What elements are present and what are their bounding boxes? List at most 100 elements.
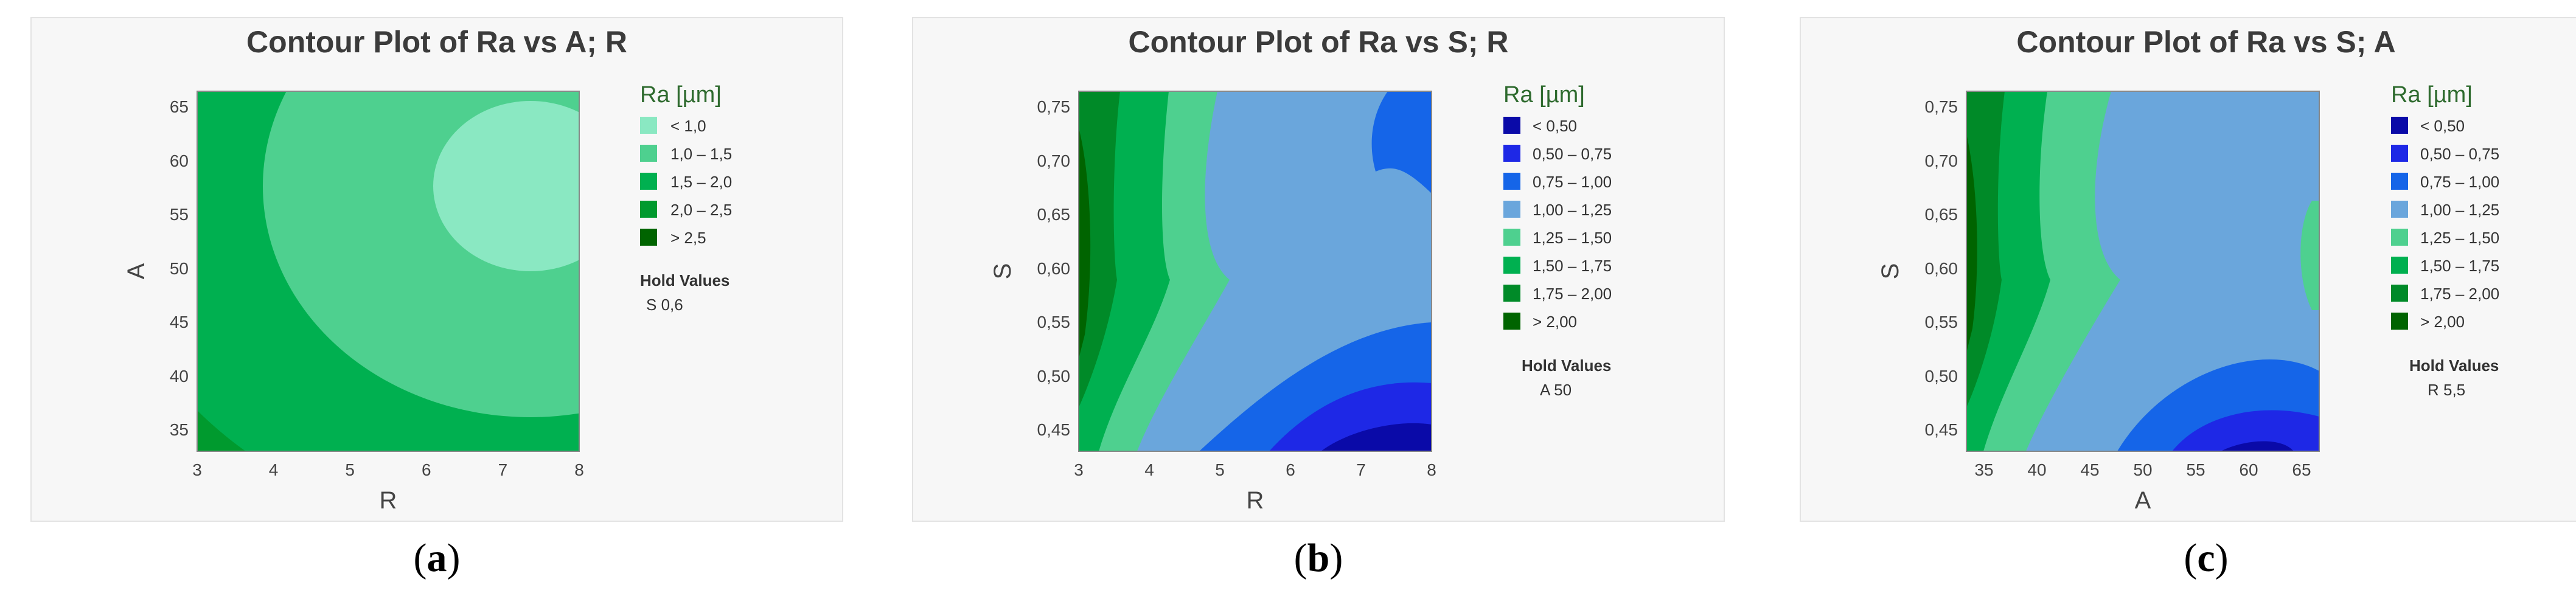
x-tick-label: 3 bbox=[1074, 460, 1084, 479]
hold-values-title: Hold Values bbox=[640, 271, 729, 289]
legend-swatch bbox=[640, 201, 657, 218]
x-tick-label: 5 bbox=[1215, 460, 1225, 479]
x-tick-label: 4 bbox=[1144, 460, 1154, 479]
legend-swatch bbox=[640, 173, 657, 190]
x-ticks-b: 3 4 5 6 7 8 bbox=[1074, 460, 1436, 479]
y-tick-label: 0,55 bbox=[1037, 313, 1071, 331]
x-tick-label: 35 bbox=[1974, 460, 1993, 479]
legend-swatch bbox=[1503, 257, 1520, 274]
y-tick-label: 0,75 bbox=[1037, 97, 1071, 116]
y-tick-label: 0,70 bbox=[1037, 151, 1071, 170]
y-tick-label: 45 bbox=[170, 313, 189, 331]
legend-label: 1,00 – 1,25 bbox=[1533, 201, 1612, 219]
x-tick-label: 65 bbox=[2292, 460, 2311, 479]
legend-swatch bbox=[1503, 285, 1520, 302]
y-tick-label: 0,75 bbox=[1925, 97, 1958, 116]
legend-swatch bbox=[2391, 257, 2408, 274]
hold-values-title: Hold Values bbox=[2409, 356, 2499, 375]
legend-label: > 2,00 bbox=[1533, 313, 1577, 331]
chart-panel-b: Contour Plot of Ra vs S; R 3 4 5 6 7 8 0… bbox=[912, 17, 1725, 522]
region-1-25-1-50-right bbox=[2300, 201, 2319, 310]
y-tick-label: 0,70 bbox=[1925, 151, 1958, 170]
y-tick-label: 0,60 bbox=[1925, 259, 1958, 278]
caption-letter: b bbox=[1307, 536, 1330, 580]
legend-label: 1,25 – 1,50 bbox=[2420, 229, 2499, 247]
legend-label: > 2,00 bbox=[2420, 313, 2465, 331]
y-ticks-b: 0,45 0,50 0,55 0,60 0,65 0,70 0,75 bbox=[1037, 97, 1071, 439]
legend-swatch bbox=[1503, 201, 1520, 218]
legend-swatch bbox=[640, 229, 657, 246]
x-tick-label: 8 bbox=[574, 460, 584, 479]
legend-label: 0,50 – 0,75 bbox=[1533, 145, 1612, 163]
plot-frame-a bbox=[197, 91, 580, 452]
legend-label: 0,50 – 0,75 bbox=[2420, 145, 2499, 163]
y-ticks-a: 35 40 45 50 55 60 65 bbox=[170, 97, 189, 439]
contour-regions-b bbox=[1079, 91, 1432, 451]
region-0-75-1-00-top bbox=[1371, 91, 1432, 193]
x-tick-label: 4 bbox=[269, 460, 279, 479]
y-tick-label: 40 bbox=[170, 367, 189, 386]
legend-swatch bbox=[1503, 173, 1520, 190]
chart-title-b: Contour Plot of Ra vs S; R bbox=[1128, 25, 1509, 59]
plot-frame-c bbox=[1966, 91, 2320, 452]
plot-frame-b bbox=[1078, 91, 1432, 452]
legend-label: 0,75 – 1,00 bbox=[1533, 173, 1612, 191]
y-axis-label-a: A bbox=[123, 263, 150, 279]
y-tick-label: 0,50 bbox=[1037, 367, 1071, 386]
caption-c: (c) bbox=[2184, 536, 2229, 580]
x-axis-label-a: R bbox=[380, 487, 397, 514]
chart-panel-c: Contour Plot of Ra vs S; A 35 40 45 50 5… bbox=[1800, 17, 2576, 522]
legend-swatch bbox=[2391, 201, 2408, 218]
legend-label: 1,50 – 1,75 bbox=[2420, 257, 2499, 275]
legend-label: 1,5 – 2,0 bbox=[670, 173, 732, 191]
legend-swatch bbox=[1503, 313, 1520, 330]
y-tick-label: 0,65 bbox=[1037, 205, 1071, 224]
contour-plot-c: 35 40 45 50 55 60 65 0,45 0,50 0,55 0,60… bbox=[1877, 82, 2499, 514]
contour-regions-c bbox=[1966, 91, 2319, 451]
region-gt-2-00 bbox=[1079, 128, 1091, 359]
legend-title: Ra [µm] bbox=[2391, 82, 2473, 108]
legend-swatch bbox=[1503, 117, 1520, 134]
y-axis-label-c: S bbox=[1877, 263, 1904, 280]
caption-b: (b) bbox=[1293, 536, 1343, 580]
y-tick-label: 0,45 bbox=[1037, 420, 1071, 439]
legend-a: Ra [µm] < 1,0 1,0 – 1,5 1,5 – 2,0 2,0 – … bbox=[640, 82, 732, 314]
chart-panel-a: Contour Plot of Ra vs A; R 3 4 5 6 7 8 3… bbox=[30, 17, 843, 522]
legend-label: 1,50 – 1,75 bbox=[1533, 257, 1612, 275]
legend-title: Ra [µm] bbox=[640, 82, 722, 108]
x-tick-label: 8 bbox=[1427, 460, 1436, 479]
legend-swatch bbox=[1503, 229, 1520, 246]
region-1-75-2-00 bbox=[1966, 91, 2005, 407]
legend-swatch bbox=[2391, 313, 2408, 330]
legend-label: 1,0 – 1,5 bbox=[670, 145, 732, 163]
legend-label: > 2,5 bbox=[670, 229, 706, 247]
legend-label: 1,75 – 2,00 bbox=[2420, 285, 2499, 303]
hold-values-title: Hold Values bbox=[1522, 356, 1611, 375]
region-1-75-2-00 bbox=[1079, 91, 1120, 407]
chart-title-c: Contour Plot of Ra vs S; A bbox=[2016, 25, 2396, 59]
y-tick-label: 0,65 bbox=[1925, 205, 1958, 224]
x-tick-label: 5 bbox=[345, 460, 355, 479]
y-tick-label: 60 bbox=[170, 151, 189, 170]
legend-swatch bbox=[2391, 117, 2408, 134]
x-tick-label: 7 bbox=[1356, 460, 1366, 479]
legend-swatch bbox=[2391, 229, 2408, 246]
legend-label: < 0,50 bbox=[1533, 117, 1577, 135]
y-tick-label: 65 bbox=[170, 97, 189, 116]
y-tick-label: 0,60 bbox=[1037, 259, 1071, 278]
contour-plot-a: 3 4 5 6 7 8 35 40 45 50 55 60 65 R A Ra … bbox=[123, 82, 732, 514]
caption-letter: a bbox=[426, 536, 447, 580]
contour-regions-a bbox=[197, 91, 579, 451]
legend-label: 1,25 – 1,50 bbox=[1533, 229, 1612, 247]
caption-a: (a) bbox=[413, 536, 461, 580]
y-tick-label: 55 bbox=[170, 205, 189, 224]
legend-label: < 1,0 bbox=[670, 117, 706, 135]
region-gt-2-00 bbox=[1966, 134, 1977, 353]
contour-plot-b: 3 4 5 6 7 8 0,45 0,50 0,55 0,60 0,65 0,7… bbox=[989, 82, 1612, 514]
legend-label: < 0,50 bbox=[2420, 117, 2465, 135]
x-ticks-c: 35 40 45 50 55 60 65 bbox=[1974, 460, 2311, 479]
x-tick-label: 50 bbox=[2133, 460, 2152, 479]
legend-label: 1,00 – 1,25 bbox=[2420, 201, 2499, 219]
x-tick-label: 6 bbox=[1286, 460, 1295, 479]
hold-value: S 0,6 bbox=[646, 296, 683, 314]
